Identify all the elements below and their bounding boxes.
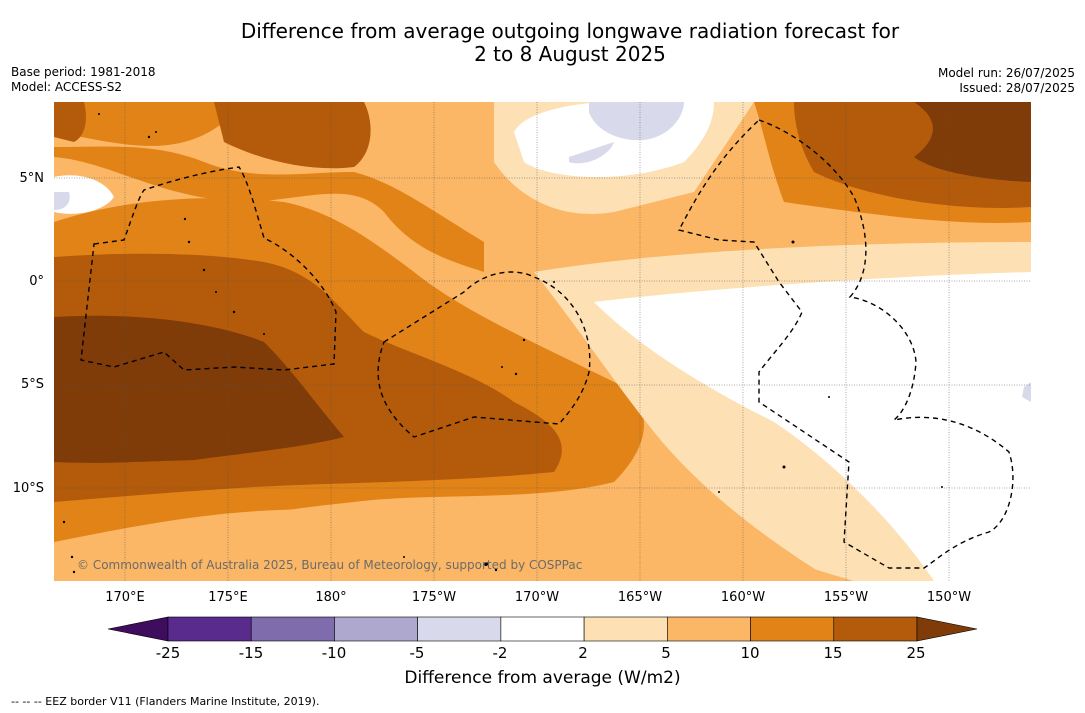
lat-label-0: 0° bbox=[29, 274, 44, 289]
lat-label-5s: 5°S bbox=[20, 377, 44, 392]
colorbar-tick: -2 bbox=[492, 644, 508, 662]
eez-borders bbox=[80, 119, 1014, 569]
colorbar-arrow-low bbox=[107, 616, 169, 642]
band-neg-north bbox=[589, 102, 684, 141]
colorbar-tick: -10 bbox=[321, 644, 347, 662]
colorbar-tick: 2 bbox=[578, 644, 588, 662]
colorbar-tick: -15 bbox=[238, 644, 264, 662]
band-neutral-east bbox=[594, 272, 1031, 581]
lon-label-175e: 175°E bbox=[208, 590, 248, 605]
lon-label-170w: 170°W bbox=[514, 590, 560, 605]
issued-date: Issued: 28/07/2025 bbox=[959, 81, 1075, 95]
lon-label-155w: 155°W bbox=[823, 590, 869, 605]
band-15-25-nw bbox=[214, 102, 371, 169]
colorbar-segment bbox=[667, 616, 751, 642]
colorbar-tick: 15 bbox=[823, 644, 843, 662]
meta-left: Base period: 1981-2018 Model: ACCESS-S2 bbox=[11, 65, 156, 95]
lon-label-170e: 170°E bbox=[105, 590, 145, 605]
colorbar-tick: -25 bbox=[155, 644, 181, 662]
band-neutral-west bbox=[54, 175, 114, 214]
colorbar-segment bbox=[250, 616, 335, 642]
eez-kiribati-gilbert bbox=[80, 166, 337, 371]
colorbar-segment bbox=[583, 616, 668, 642]
lon-label-175w: 175°W bbox=[411, 590, 457, 605]
band-neg-east bbox=[1022, 382, 1031, 402]
lon-label-150w: 150°W bbox=[926, 590, 972, 605]
colorbar-arrow-high bbox=[916, 616, 978, 642]
meta-right: Model run: 26/07/2025 Issued: 28/07/2025 bbox=[938, 66, 1075, 96]
graticule bbox=[54, 102, 1031, 581]
band-neg-west bbox=[54, 192, 70, 210]
band-over-25-west bbox=[54, 315, 344, 463]
colorbar-tick: 25 bbox=[906, 644, 926, 662]
colorbar-segment bbox=[500, 616, 585, 642]
model-run: Model run: 26/07/2025 bbox=[937, 66, 1075, 80]
colorbar-segment bbox=[750, 616, 835, 642]
islands bbox=[62, 113, 943, 574]
map-panel bbox=[54, 102, 1031, 581]
colorbar-label: Difference from average (W/m2) bbox=[404, 668, 681, 688]
colorbar-segment bbox=[417, 616, 502, 642]
lon-label-160w: 160°W bbox=[720, 590, 766, 605]
title-line-1: Difference from average outgoing longwav… bbox=[240, 19, 900, 43]
lat-label-5n: 5°N bbox=[19, 171, 45, 186]
colorbar-tick: -5 bbox=[409, 644, 425, 662]
colorbar-segment bbox=[833, 616, 918, 642]
copyright-text: © Commonwealth of Australia 2025, Bureau… bbox=[77, 558, 583, 572]
band-5-10-upper bbox=[54, 102, 354, 146]
eez-kiribati-line bbox=[677, 119, 1014, 569]
eez-kiribati-phoenix bbox=[377, 271, 591, 438]
map-field bbox=[54, 102, 1031, 581]
band-15-25-nw-edge bbox=[54, 102, 86, 142]
colorbar-tick: 5 bbox=[661, 644, 671, 662]
colorbar-tick: 10 bbox=[740, 644, 760, 662]
lon-label-165w: 165°W bbox=[617, 590, 663, 605]
map-title: Difference from average outgoing longwav… bbox=[0, 20, 1085, 66]
base-period: Base period: 1981-2018 bbox=[11, 65, 156, 79]
lon-label-180: 180° bbox=[315, 590, 347, 605]
colorbar-segment bbox=[334, 616, 418, 642]
model-name: Model: ACCESS-S2 bbox=[11, 80, 123, 94]
title-line-2: 2 to 8 August 2025 bbox=[474, 42, 666, 66]
band-neg-north-2 bbox=[569, 142, 614, 164]
colorbar-segment bbox=[167, 616, 252, 642]
eez-legend-note: -- -- -- EEZ border V11 (Flanders Marine… bbox=[11, 695, 320, 708]
band-10-15-south bbox=[54, 502, 854, 581]
band-over-25-ne bbox=[914, 102, 1031, 182]
lat-label-10s: 10°S bbox=[12, 481, 44, 496]
